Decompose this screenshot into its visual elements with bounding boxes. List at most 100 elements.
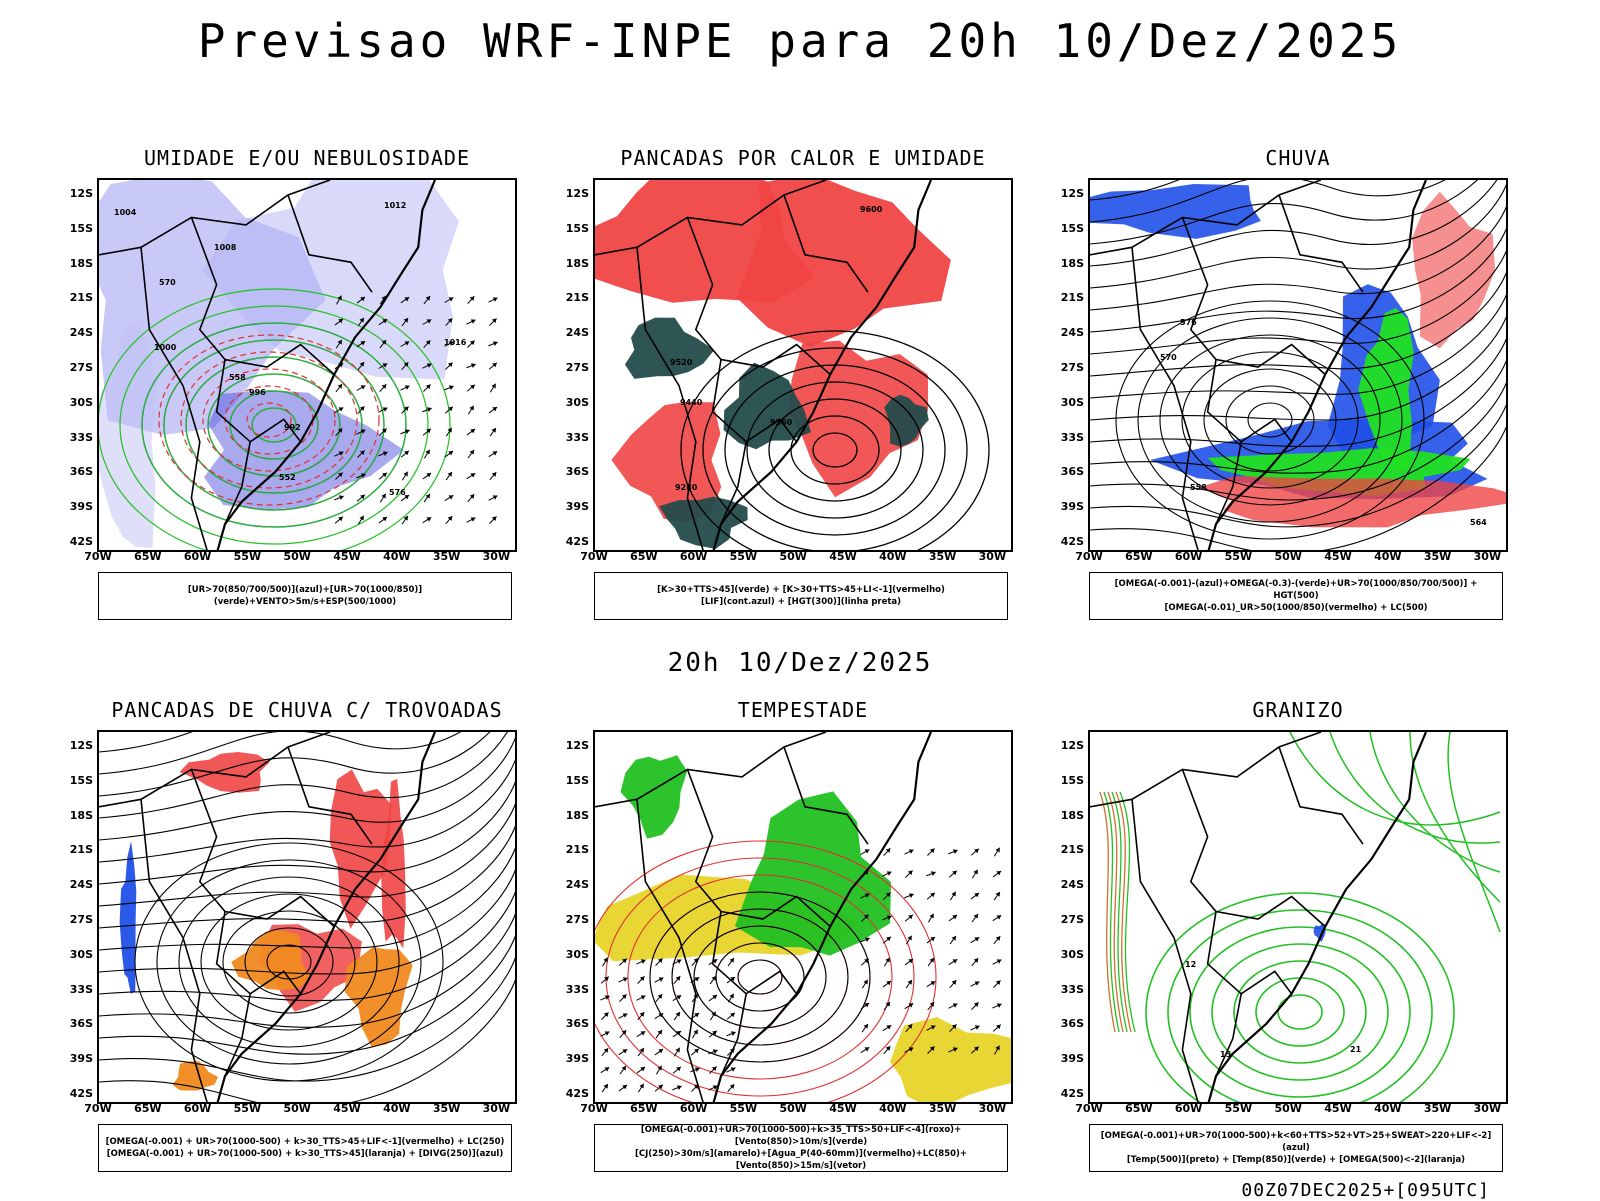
border-line xyxy=(1132,247,1199,552)
wind-vector xyxy=(445,362,453,370)
latitude-label: 39S xyxy=(1060,500,1084,514)
wind-vector xyxy=(904,914,914,922)
wind-vector xyxy=(708,1030,718,1038)
map-canvas xyxy=(595,732,1011,1102)
contour-label: 1016 xyxy=(444,338,467,347)
hgt500-contour xyxy=(1181,351,1359,489)
border-line xyxy=(784,195,868,292)
wind-vector xyxy=(379,383,387,393)
latitude-label: 15S xyxy=(69,773,93,787)
wind-vector xyxy=(860,1002,870,1010)
temp850-green-contour xyxy=(1233,960,1367,1064)
latitude-label: 30S xyxy=(565,395,589,409)
panel-title: PANCADAS POR CALOR E UMIDADE xyxy=(620,146,986,170)
panel-legend: [OMEGA(-0.001)+UR>70(1000-500)+k>35_TTS>… xyxy=(594,1124,1008,1172)
border-line xyxy=(1090,180,1321,255)
wind-vector xyxy=(618,1084,628,1092)
wind-vector xyxy=(335,339,343,349)
wind-vector xyxy=(691,1029,699,1039)
instability-green-area xyxy=(884,394,929,447)
wind-vector xyxy=(904,1047,914,1053)
longitude-label: 35W xyxy=(432,550,461,563)
longitude-label: 60W xyxy=(679,550,708,563)
wind-vector xyxy=(423,493,431,503)
latitude-label: 21S xyxy=(1060,843,1084,857)
wind-vector xyxy=(335,383,343,393)
longitude-label: 50W xyxy=(1274,1102,1302,1115)
longitude-label: 65W xyxy=(630,550,658,563)
latitude-label: 42S xyxy=(1060,535,1084,548)
wind-vector xyxy=(466,319,476,325)
wind-vector xyxy=(357,317,365,327)
longitude-label: 55W xyxy=(233,550,262,563)
latitude-label: 36S xyxy=(565,1017,589,1031)
wind-vector xyxy=(655,1029,663,1039)
thunder-red-area xyxy=(179,752,270,793)
lc250-streamline xyxy=(99,781,515,885)
hgt500-contour xyxy=(1090,381,1506,501)
wind-vector xyxy=(467,493,475,503)
longitude-label: 65W xyxy=(134,550,162,563)
wind-vector xyxy=(926,980,936,988)
wind-vector xyxy=(619,1029,627,1039)
thickness-red-contour xyxy=(246,402,292,438)
wind-vector xyxy=(904,1002,914,1010)
longitude-label: 55W xyxy=(729,550,758,563)
wind-vector xyxy=(654,1048,664,1056)
temp850-green-contour xyxy=(1167,909,1433,1102)
legend-line: [OMEGA(-0.001)+UR>70(1000-500)+k<60+TTS>… xyxy=(1100,1131,1492,1153)
wind-vector xyxy=(488,495,498,501)
temp850-green-contour xyxy=(1189,926,1411,1098)
hgt500-contour xyxy=(1137,317,1403,523)
latitude-label: 24S xyxy=(565,878,589,892)
lc250-streamline xyxy=(99,957,515,1082)
thickness-red-contour xyxy=(158,334,380,506)
wind-vector xyxy=(637,1083,645,1093)
wind-vector xyxy=(601,1083,609,1093)
wind-vector xyxy=(334,516,344,524)
hgt500-contour xyxy=(1090,271,1506,377)
latitude-label: 24S xyxy=(69,878,93,892)
wind-vector xyxy=(971,869,979,879)
wind-vector xyxy=(949,979,957,989)
wind-vector xyxy=(379,295,387,305)
wind-vector xyxy=(600,976,610,984)
contour-label: 558 xyxy=(229,373,246,382)
border-line xyxy=(288,747,372,844)
wind-vector xyxy=(466,384,476,392)
latitude-label: 39S xyxy=(565,1052,589,1066)
wind-vector xyxy=(401,361,409,371)
latitude-label: 18S xyxy=(565,256,589,270)
lc250-streamline xyxy=(99,732,462,775)
panel-legend: [K>30+TTS>45](verde) + [K>30+TTS>45+LI<-… xyxy=(594,572,1008,620)
latitude-label: 39S xyxy=(69,1052,93,1066)
wind-vector xyxy=(357,361,365,371)
thickness-red-contour xyxy=(180,351,358,489)
latitude-label: 21S xyxy=(69,843,93,857)
wind-vector xyxy=(926,892,936,900)
omega500-contour xyxy=(1119,791,1136,1033)
wind-vector xyxy=(334,407,344,413)
longitude-label: 60W xyxy=(679,1102,708,1115)
hgt500-contour xyxy=(1090,180,1446,223)
wind-vector xyxy=(883,1001,891,1011)
wind-vector xyxy=(948,958,958,966)
convection-red-area xyxy=(611,401,722,523)
longitude-label: 70W xyxy=(84,550,112,563)
contour-label: 1004 xyxy=(114,208,137,217)
wind-vector xyxy=(949,891,957,901)
panel-title: UMIDADE E/OU NEBULOSIDADE xyxy=(143,146,471,170)
contour-label: 15 xyxy=(1220,1050,1232,1059)
temp850-green-contour xyxy=(1409,732,1501,903)
wind-vector xyxy=(926,871,936,877)
wind-vector xyxy=(883,847,891,857)
wind-vector xyxy=(422,472,432,480)
latitude-label: 24S xyxy=(69,326,93,340)
lc850-black-contour xyxy=(715,942,805,1012)
wind-vector xyxy=(400,429,410,435)
latitude-label: 27S xyxy=(1060,913,1084,926)
border-line xyxy=(191,769,334,926)
wind-vector xyxy=(489,516,497,524)
wind-vector xyxy=(636,995,646,1001)
panel-legend: [OMEGA(-0.001) + UR>70(1000-500) + k>30_… xyxy=(98,1124,512,1172)
